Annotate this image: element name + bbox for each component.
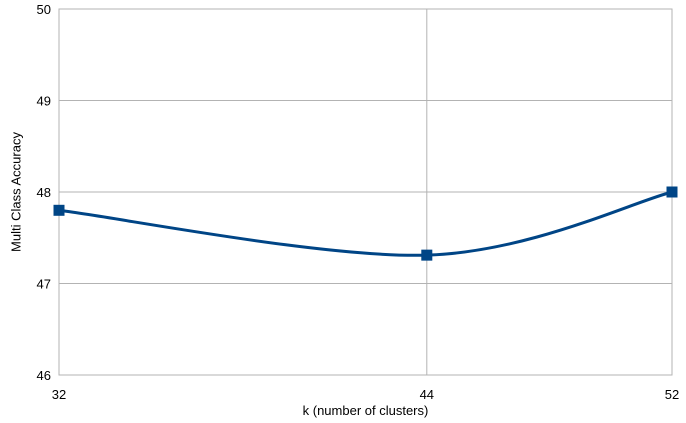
y-tick-label: 48	[37, 185, 51, 200]
y-axis-label: Multi Class Accuracy	[8, 132, 23, 252]
y-tick-label: 47	[37, 277, 51, 292]
x-tick-label: 32	[52, 387, 66, 402]
grid-lines	[58, 8, 673, 376]
y-tick-label: 49	[37, 94, 51, 109]
x-tick-label: 52	[665, 387, 679, 402]
y-tick-label: 46	[37, 368, 51, 383]
data-markers	[53, 186, 678, 261]
data-point-marker	[666, 186, 678, 198]
y-tick-labels: 46 47 48 49 50	[37, 2, 51, 383]
x-tick-label: 44	[420, 387, 434, 402]
data-point-marker	[53, 204, 65, 216]
x-axis-label: k (number of clusters)	[303, 403, 429, 418]
data-point-marker	[421, 249, 433, 261]
series-line	[57, 190, 674, 257]
y-tick-label: 50	[37, 2, 51, 17]
x-tick-labels: 32 44 52	[52, 387, 679, 402]
